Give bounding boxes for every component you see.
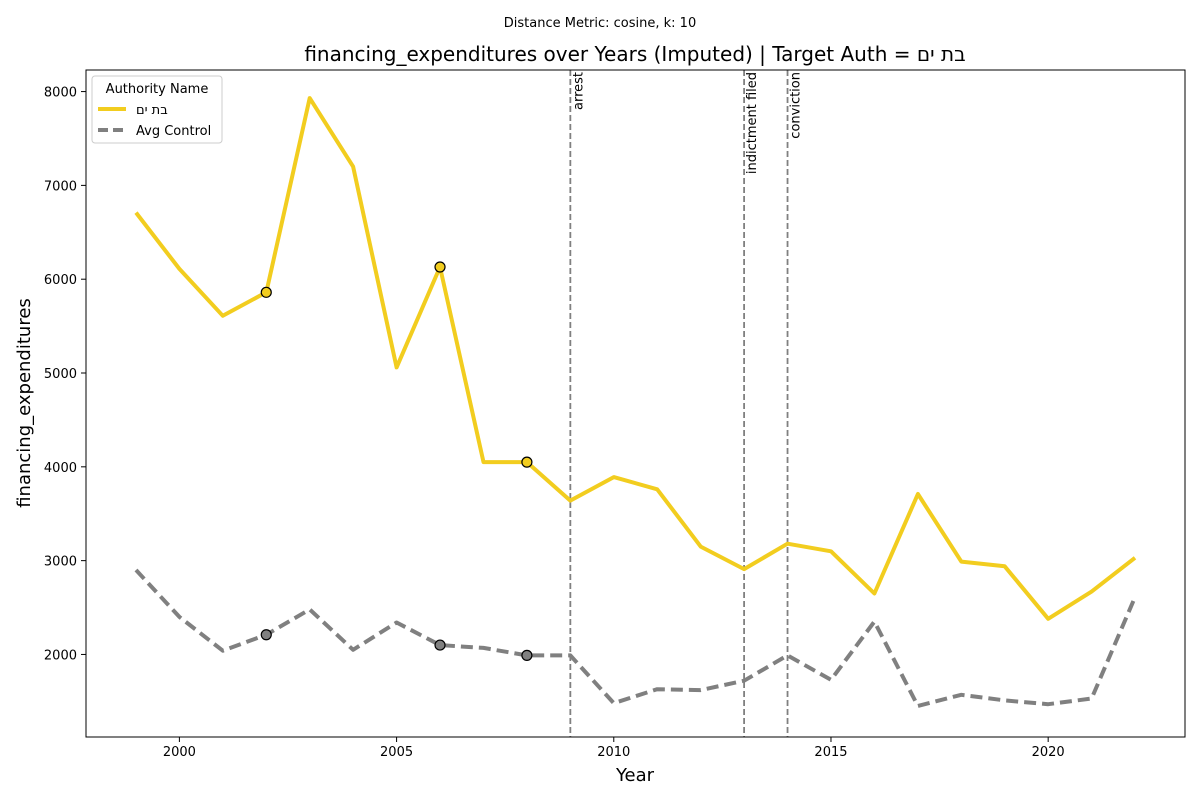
x-tick-label-2: 2010 xyxy=(597,745,630,760)
legend-label-avg-control: Avg Control xyxy=(136,124,211,139)
imputed-markers xyxy=(260,261,533,661)
imputed-point-1-2 xyxy=(521,649,533,661)
series-line-1 xyxy=(134,568,1137,708)
imputed-point-1-1 xyxy=(434,639,446,651)
y-tick-label-5: 7000 xyxy=(44,179,77,194)
y-tick-label-1: 3000 xyxy=(44,555,77,570)
series-line-0 xyxy=(134,96,1137,621)
y-axis-label: financing_expenditures xyxy=(14,298,35,508)
legend-box xyxy=(91,75,223,144)
x-axis-label: Year xyxy=(615,765,655,786)
series-layer xyxy=(134,96,1137,708)
event-label-2: conviction xyxy=(789,72,804,139)
x-tick-label-0: 2000 xyxy=(163,745,196,760)
y-tick-label-3: 5000 xyxy=(44,367,77,382)
event-lines: arrest indictment filed conviction xyxy=(569,70,804,737)
y-tick-label-2: 4000 xyxy=(44,461,77,476)
x-tick-label-4: 2020 xyxy=(1032,745,1065,760)
legend-title: Authority Name xyxy=(106,82,209,97)
plot-frame xyxy=(85,69,1186,738)
y-tick-label-4: 6000 xyxy=(44,273,77,288)
legend-label-target: בת ים xyxy=(136,103,168,118)
y-tick-label-0: 2000 xyxy=(44,648,77,663)
imputed-point-1-0 xyxy=(260,629,272,641)
legend: Authority Name בת ים Avg Control xyxy=(91,75,223,144)
x-tick-label-3: 2015 xyxy=(814,745,847,760)
y-tick-label-6: 8000 xyxy=(44,86,77,101)
imputed-point-0-2 xyxy=(521,456,533,468)
event-label-0: arrest xyxy=(571,72,586,110)
x-axis: 2000 2005 2010 2015 2020 xyxy=(163,737,1065,760)
imputed-point-0-1 xyxy=(434,261,446,273)
imputed-point-0-0 xyxy=(260,286,272,298)
event-label-1: indictment filed xyxy=(745,72,760,174)
chart-title: financing_expenditures over Years (Imput… xyxy=(304,42,965,66)
plot-area xyxy=(86,70,1185,737)
y-axis: 2000 3000 4000 5000 6000 7000 8000 xyxy=(44,86,86,663)
chart-suptitle: Distance Metric: cosine, k: 10 xyxy=(504,16,696,31)
x-tick-label-1: 2005 xyxy=(380,745,413,760)
